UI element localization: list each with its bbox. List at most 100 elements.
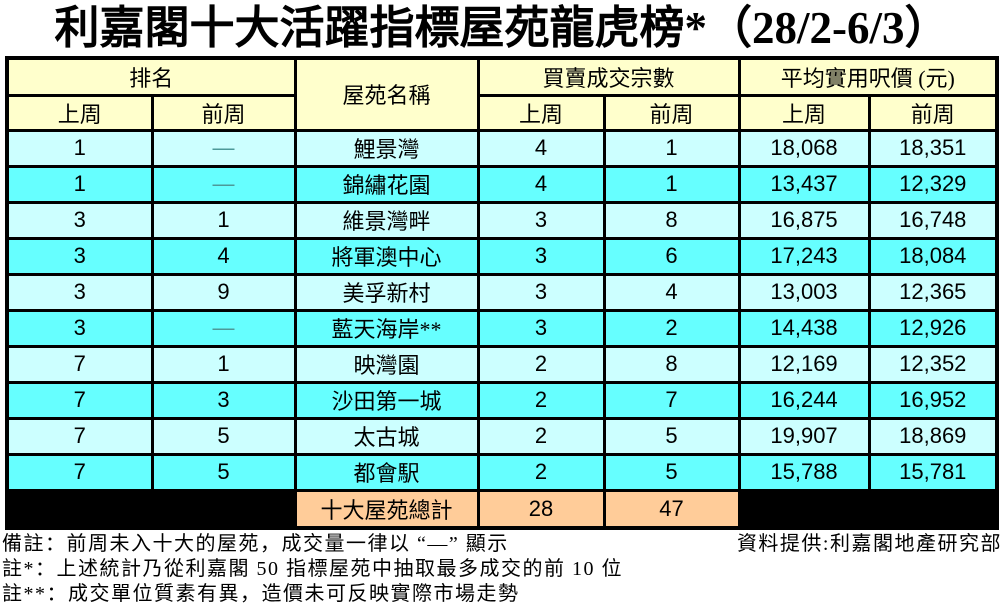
estate-name: 鯉景灣	[293, 128, 480, 168]
page-title: 利嘉閣十大活躍指標屋苑龍虎榜*（28/2-6/3）	[54, 3, 950, 53]
header-rank-prev-week: 前周	[150, 93, 297, 132]
tx-last-week: 2	[476, 344, 606, 384]
table-row: 3 9 美孚新村 3 4 13,003 12,365	[5, 272, 999, 312]
tx-last-week: 3	[476, 272, 606, 312]
rank-prev-week: 5	[150, 452, 297, 492]
price-last-week: 15,788	[737, 452, 871, 492]
tx-last-week: 2	[476, 416, 606, 456]
estate-name: 錦繡花園	[293, 164, 480, 204]
price-last-week: 13,003	[737, 272, 871, 312]
header-avg-price: 平均實用呎價 (元)	[737, 56, 999, 97]
footnote-line-3: 註**：成交單位質素有異，造價未可反映實際市場走勢	[2, 583, 520, 605]
table-body: 1— 鯉景灣 4 1 18,068 18,351 1— 錦繡花園 4 1 13,437 12,329 3…	[5, 128, 999, 492]
tx-prev-week: 8	[602, 344, 741, 384]
estate-name: 美孚新村	[293, 272, 480, 312]
rank-last-week: 7	[5, 380, 154, 420]
table-row: 7 3 沙田第一城 2 7 16,244 16,952	[5, 380, 999, 420]
header-price-last-week: 上周	[737, 93, 871, 132]
rank-prev-week: 1	[150, 344, 297, 384]
estate-name: 都會駅	[293, 452, 480, 492]
table-row: 7 5 都會駅 2 5 15,788 15,781	[5, 452, 999, 492]
table-row: 1— 鯉景灣 4 1 18,068 18,351	[5, 128, 999, 168]
header-tx-prev-week: 前周	[602, 93, 741, 132]
price-last-week: 13,437	[737, 164, 871, 204]
tx-prev-week: 7	[602, 380, 741, 420]
table-row: 1— 錦繡花園 4 1 13,437 12,329	[5, 164, 999, 204]
rank-prev-week: —	[150, 164, 297, 204]
estate-name: 太古城	[293, 416, 480, 456]
tx-prev-week: 5	[602, 416, 741, 456]
table-row: 7 5 太古城 2 5 19,907 18,869	[5, 416, 999, 456]
tx-last-week: 4	[476, 128, 606, 168]
total-filler-right	[737, 488, 999, 530]
price-prev-week: 16,748	[867, 200, 999, 240]
header-price-prev-week: 前周	[867, 93, 999, 132]
table-row: 7 1 映灣園 2 8 12,169 12,352	[5, 344, 999, 384]
tx-prev-week: 1	[602, 164, 741, 204]
rank-prev-week: —	[150, 128, 297, 168]
price-prev-week: 16,952	[867, 380, 999, 420]
rank-last-week: 7	[5, 452, 154, 492]
price-prev-week: 12,352	[867, 344, 999, 384]
footnote-line-1: 備註：前周未入十大的屋苑，成交量一律以 “—” 顯示 資料提供:利嘉閣地產研究部	[2, 532, 1004, 557]
ranking-table: 排名 屋苑名稱 買賣成交宗數 平均實用呎價 (元) 上周 前周 上周 前周 上周…	[5, 56, 1000, 530]
tx-prev-week: 6	[602, 236, 741, 276]
tx-last-week: 2	[476, 452, 606, 492]
tx-last-week: 3	[476, 236, 606, 276]
footnote-remark: 備註：前周未入十大的屋苑，成交量一律以 “—” 顯示	[2, 533, 509, 555]
estate-name: 藍天海岸**	[293, 308, 480, 348]
header-transactions: 買賣成交宗數	[476, 56, 741, 97]
rank-last-week: 1	[5, 164, 154, 204]
rank-last-week: 7	[5, 416, 154, 456]
rank-last-week: 3	[5, 200, 154, 240]
total-filler-left	[5, 488, 297, 530]
price-prev-week: 12,329	[867, 164, 999, 204]
rank-prev-week: 5	[150, 416, 297, 456]
rank-last-week: 7	[5, 344, 154, 384]
price-last-week: 18,068	[737, 128, 871, 168]
tx-prev-week: 4	[602, 272, 741, 312]
tx-prev-week: 8	[602, 200, 741, 240]
price-prev-week: 15,781	[867, 452, 999, 492]
rank-last-week: 3	[5, 308, 154, 348]
header-rank: 排名	[5, 56, 297, 97]
footnotes: 備註：前周未入十大的屋苑，成交量一律以 “—” 顯示 資料提供:利嘉閣地產研究部…	[0, 532, 1004, 607]
price-prev-week: 12,365	[867, 272, 999, 312]
price-last-week: 17,243	[737, 236, 871, 276]
price-prev-week: 12,926	[867, 308, 999, 348]
price-prev-week: 18,351	[867, 128, 999, 168]
rank-prev-week: 9	[150, 272, 297, 312]
rank-prev-week: 4	[150, 236, 297, 276]
table-row: 3 1 維景灣畔 3 8 16,875 16,748	[5, 200, 999, 240]
table-row: 3— 藍天海岸** 3 2 14,438 12,926	[5, 308, 999, 348]
footnote-line-2: 註*：上述統計乃從利嘉閣 50 指標屋苑中抽取最多成交的前 10 位	[2, 558, 623, 580]
tx-prev-week: 1	[602, 128, 741, 168]
header-rank-last-week: 上周	[5, 93, 154, 132]
rank-prev-week: 1	[150, 200, 297, 240]
total-row: 十大屋苑總計 28 47	[5, 488, 999, 530]
price-last-week: 12,169	[737, 344, 871, 384]
rank-last-week: 1	[5, 128, 154, 168]
header-estate-name: 屋苑名稱	[293, 56, 480, 132]
estate-name: 映灣園	[293, 344, 480, 384]
price-prev-week: 18,084	[867, 236, 999, 276]
tx-last-week: 4	[476, 164, 606, 204]
tx-last-week: 2	[476, 380, 606, 420]
rank-last-week: 3	[5, 236, 154, 276]
estate-name: 維景灣畔	[293, 200, 480, 240]
price-last-week: 16,244	[737, 380, 871, 420]
table-header: 排名 屋苑名稱 買賣成交宗數 平均實用呎價 (元) 上周 前周 上周 前周 上周…	[5, 56, 999, 132]
price-last-week: 14,438	[737, 308, 871, 348]
table-row: 3 4 將軍澳中心 3 6 17,243 18,084	[5, 236, 999, 276]
total-tx-prev-week: 47	[602, 488, 741, 530]
header-tx-last-week: 上周	[476, 93, 606, 132]
tx-prev-week: 5	[602, 452, 741, 492]
tx-prev-week: 2	[602, 308, 741, 348]
tx-last-week: 3	[476, 200, 606, 240]
rank-prev-week: 3	[150, 380, 297, 420]
tx-last-week: 3	[476, 308, 606, 348]
price-prev-week: 18,869	[867, 416, 999, 456]
data-source-credit: 資料提供:利嘉閣地產研究部	[736, 533, 1002, 555]
total-tx-last-week: 28	[476, 488, 606, 530]
